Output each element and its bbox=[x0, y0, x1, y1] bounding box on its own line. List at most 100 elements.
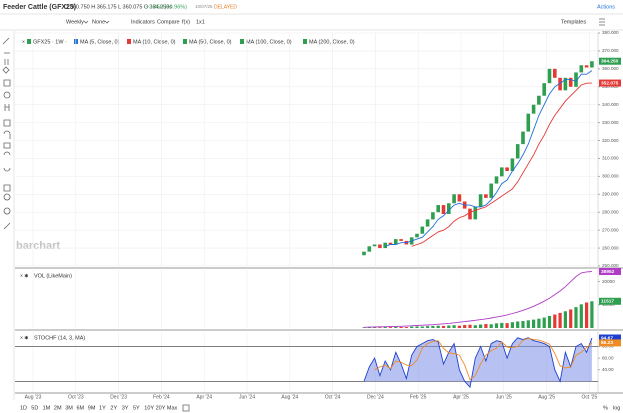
x-tick-label: Oct '23 bbox=[68, 394, 84, 400]
y-tick-label: 280.000 bbox=[602, 209, 619, 214]
caret bbox=[83, 20, 110, 24]
candle-body bbox=[579, 65, 584, 73]
y-tick-label: 270.000 bbox=[602, 227, 619, 232]
x-tick-label: Jun '24 bbox=[239, 394, 255, 400]
pane-icons: × ✱ bbox=[20, 273, 29, 279]
x-tick-label: Aug '23 bbox=[25, 394, 42, 400]
volume-bar bbox=[563, 311, 567, 328]
scale-button[interactable]: % bbox=[603, 405, 608, 411]
candle-body bbox=[568, 77, 573, 87]
oscillator-fill bbox=[364, 337, 592, 388]
x-tick-label: Aug '25 bbox=[538, 394, 555, 400]
y-tick-label: 310.000 bbox=[602, 156, 619, 161]
period-button[interactable]: 3Y bbox=[122, 405, 129, 411]
actions-button[interactable]: Actions bbox=[597, 4, 615, 10]
volume-bar bbox=[521, 321, 525, 328]
series-line bbox=[385, 70, 593, 247]
calendar-icon[interactable] bbox=[182, 404, 190, 412]
menu-icon[interactable] bbox=[599, 18, 605, 26]
period-button[interactable]: 3M bbox=[65, 405, 73, 411]
volume-bar bbox=[542, 317, 546, 328]
volume-bar bbox=[553, 314, 557, 328]
toolbar-button[interactable]: Weekly bbox=[66, 19, 84, 25]
legend-entry: MA (5, Close, 0) bbox=[80, 39, 120, 45]
candle-body bbox=[378, 244, 382, 249]
series-line bbox=[363, 271, 592, 328]
period-button[interactable]: Max bbox=[167, 405, 178, 411]
x-tick-label: Oct '24 bbox=[325, 394, 341, 400]
volume-bar bbox=[590, 301, 594, 328]
period-button[interactable]: 2M bbox=[54, 405, 62, 411]
volume-bar bbox=[516, 321, 520, 328]
volume-bar bbox=[426, 326, 430, 328]
volume-bar bbox=[404, 327, 408, 328]
candle-body bbox=[436, 205, 440, 213]
scale-button[interactable]: log bbox=[613, 405, 620, 411]
legend-entry: MA (10, Close, 0) bbox=[133, 39, 176, 45]
period-button[interactable]: 20Y bbox=[156, 405, 166, 411]
period-button[interactable]: 5D bbox=[31, 405, 38, 411]
candle-body bbox=[457, 194, 462, 202]
legend-swatch bbox=[240, 39, 244, 44]
legend-icons: × bbox=[22, 39, 25, 45]
legend-entry: MA (50, Close, 0) bbox=[189, 39, 232, 45]
candle-body bbox=[372, 244, 377, 247]
candle-body bbox=[484, 194, 488, 198]
toolbar-button[interactable]: None bbox=[92, 19, 105, 25]
volume-bar bbox=[452, 325, 456, 328]
templates-button[interactable]: Templates bbox=[561, 19, 586, 25]
bottom-bar: 1D 5D 1M 2M 3M 6M 9M 1Y 2Y 3Y 5Y 10Y 20Y Max% log bbox=[20, 404, 620, 412]
volume-bar bbox=[500, 322, 504, 328]
candle-body bbox=[537, 95, 541, 105]
x-tick-label: Feb '24 bbox=[153, 394, 170, 400]
watermark: barchart bbox=[16, 240, 60, 252]
volume-bar bbox=[383, 327, 387, 328]
period-button[interactable]: 1M bbox=[43, 405, 51, 411]
legend-swatch bbox=[183, 39, 187, 44]
candle-body bbox=[420, 226, 425, 234]
candle-body bbox=[515, 144, 520, 159]
volume-bar bbox=[505, 323, 509, 328]
candle-body bbox=[447, 203, 451, 215]
period-button[interactable]: 1D bbox=[20, 405, 27, 411]
x-tick-label: Dec '23 bbox=[110, 394, 127, 400]
candle-body bbox=[362, 251, 366, 256]
volume-bar bbox=[362, 327, 366, 328]
volume-bar bbox=[484, 324, 488, 328]
candle-body bbox=[584, 65, 589, 68]
price-tag-label: 352.075 bbox=[601, 80, 619, 86]
period-button[interactable]: 6M bbox=[77, 405, 85, 411]
period-button[interactable]: 1Y bbox=[99, 405, 106, 411]
toolbar-button[interactable]: f(x) bbox=[182, 19, 190, 25]
volume-bar bbox=[489, 324, 493, 328]
y-tick-label: 60.00 bbox=[602, 355, 614, 360]
volume-bar bbox=[447, 325, 451, 328]
period-button[interactable]: 9M bbox=[88, 405, 96, 411]
symbol-title: Feeder Cattle (GFX25) bbox=[3, 4, 76, 11]
toolbar-button[interactable]: Compare bbox=[157, 19, 180, 25]
y-tick-label: 330.000 bbox=[602, 120, 619, 125]
series-line bbox=[363, 337, 593, 389]
price-tag-label: 38952 bbox=[601, 269, 615, 275]
volume-bar bbox=[532, 319, 536, 328]
legend-symbol: GFX25 · 1W · bbox=[33, 39, 67, 45]
y-tick-label: 360.000 bbox=[602, 66, 619, 71]
x-tick-label: Apr '24 bbox=[196, 394, 212, 400]
toolbar-button[interactable]: 1x1 bbox=[196, 19, 205, 25]
price-tag-label: 86.23 bbox=[601, 340, 613, 346]
candle-body bbox=[553, 68, 557, 78]
y-tick-label: 320.000 bbox=[602, 138, 619, 143]
candle-body bbox=[425, 219, 430, 227]
volume-bar bbox=[547, 315, 552, 328]
volume-bar bbox=[457, 325, 461, 328]
period-button[interactable]: 2Y bbox=[110, 405, 117, 411]
toolbar: Weekly None Indicators Compare f(x) 1x1 bbox=[66, 19, 205, 25]
y-tick-label: 250.000 bbox=[602, 263, 619, 268]
toolbar-button[interactable]: Indicators bbox=[131, 19, 155, 25]
period-button[interactable]: 5Y bbox=[133, 405, 140, 411]
price-tag bbox=[599, 297, 621, 305]
period-button[interactable]: 10Y bbox=[144, 405, 154, 411]
candle-body bbox=[441, 205, 446, 215]
volume-bar bbox=[494, 323, 499, 328]
